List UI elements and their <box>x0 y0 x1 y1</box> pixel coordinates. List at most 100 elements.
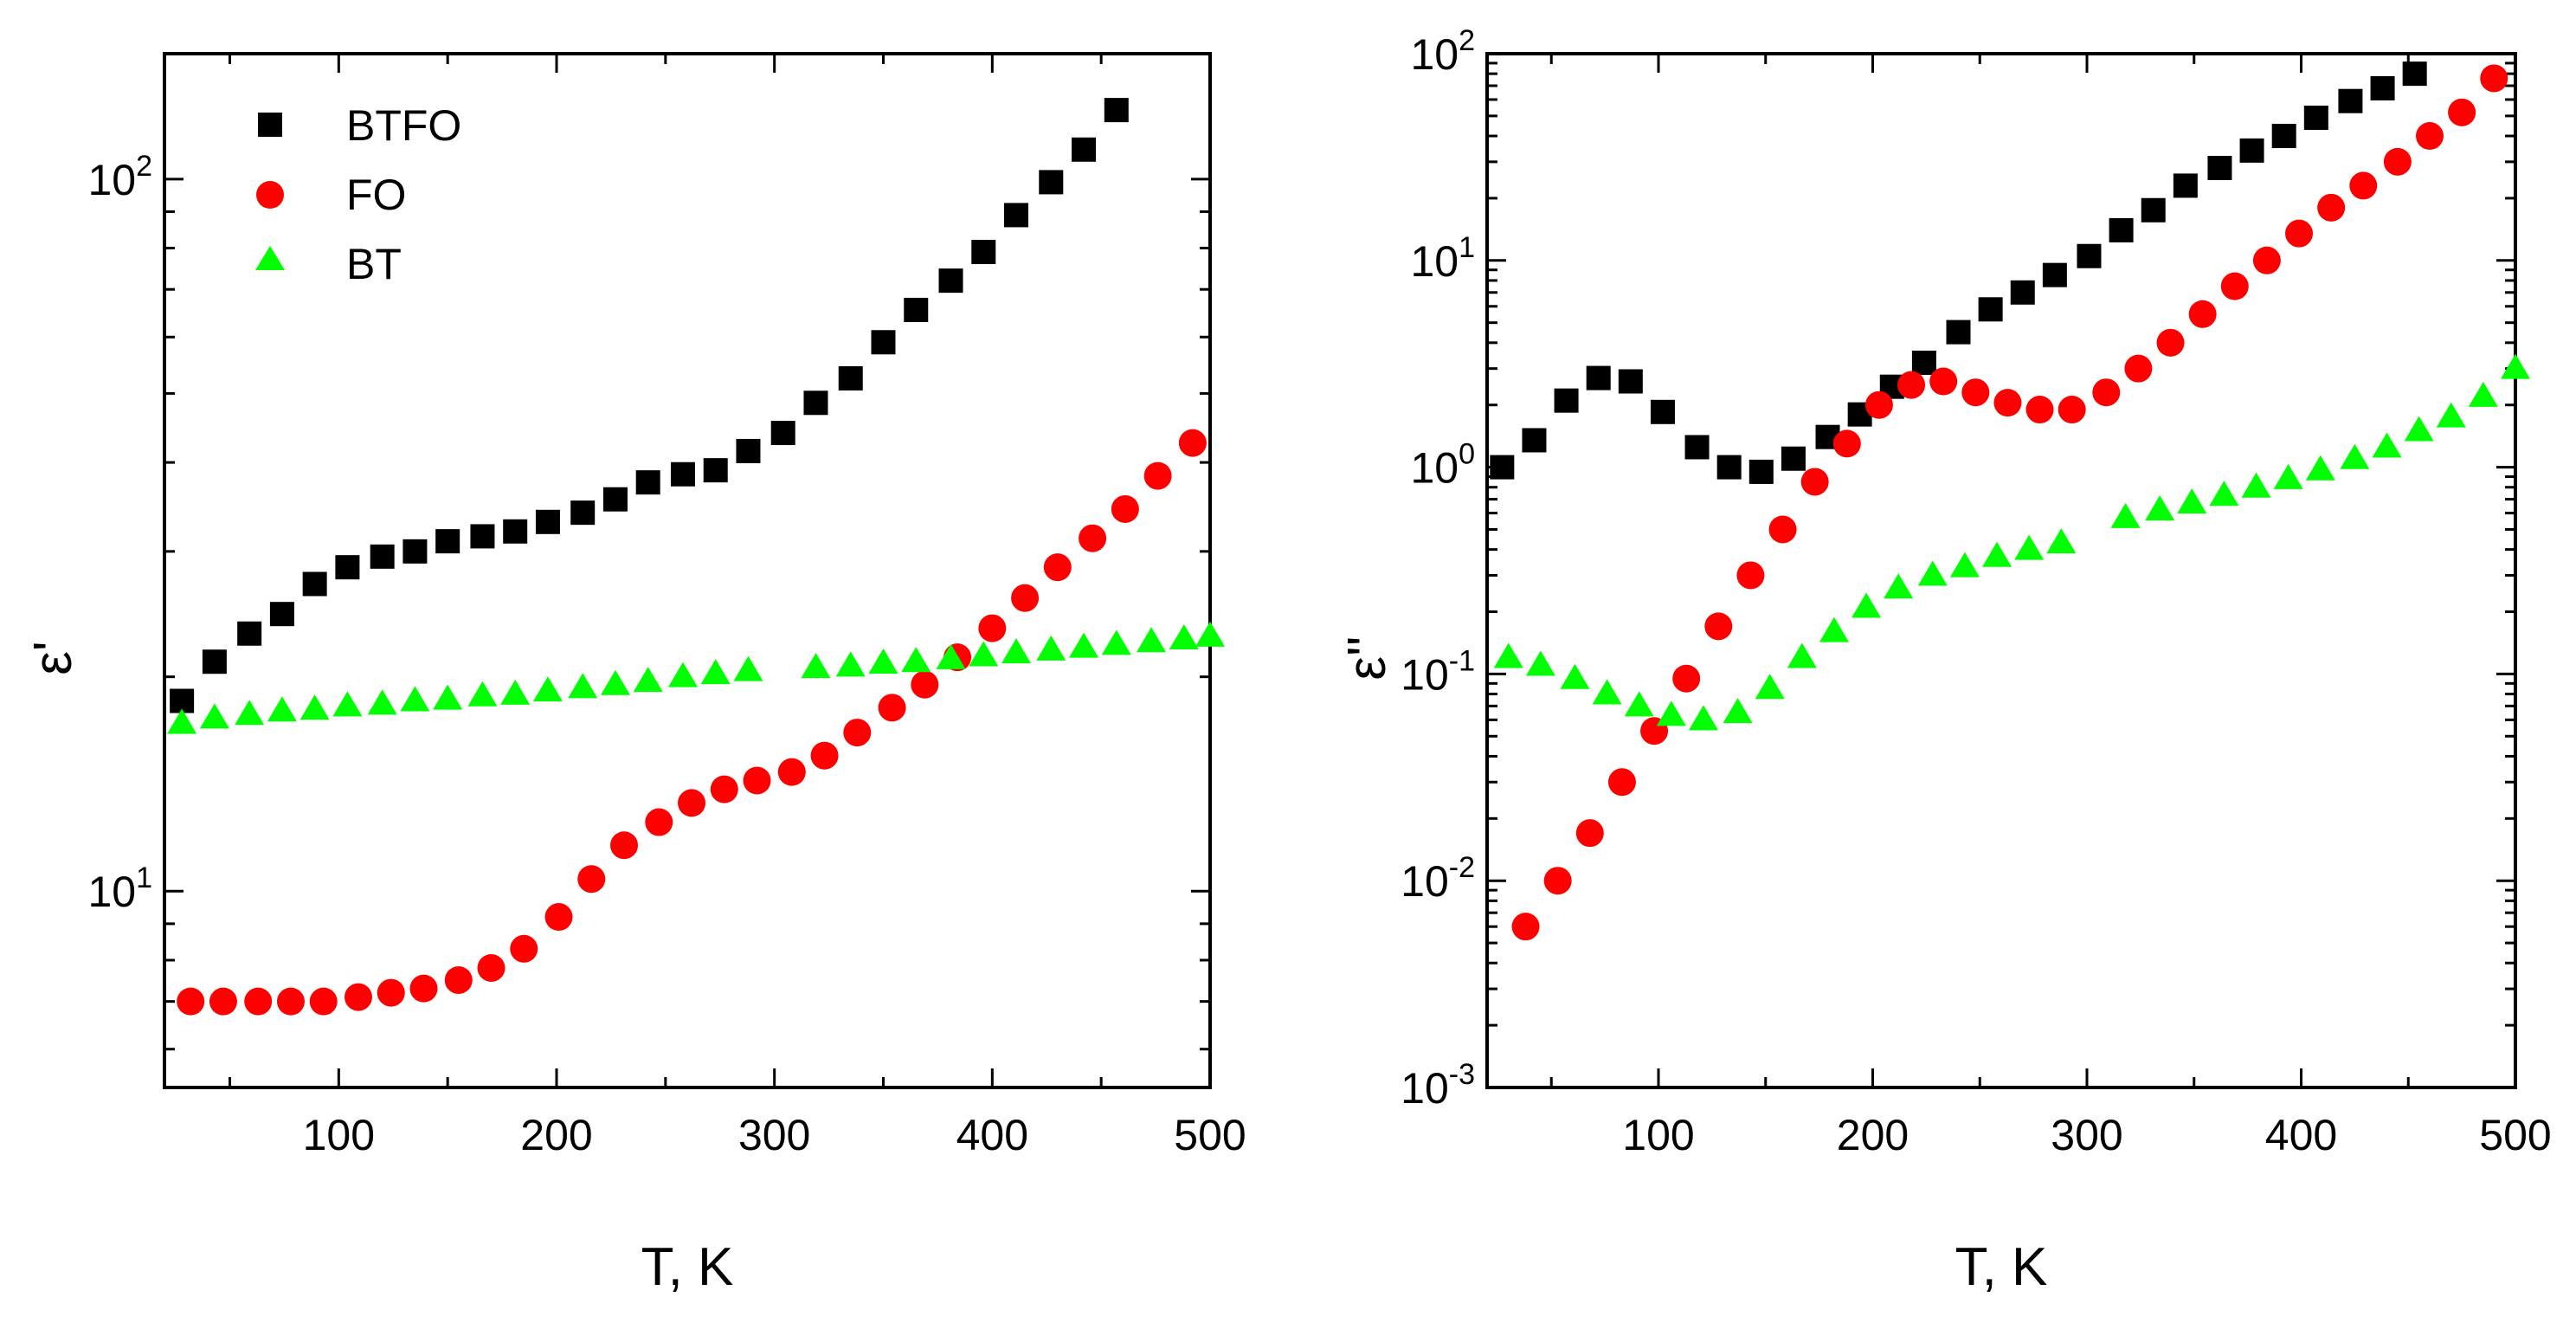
btfo-point <box>1946 319 1971 345</box>
fo-point <box>409 974 438 1003</box>
btfo-point <box>602 487 628 512</box>
fo-point <box>1672 664 1701 693</box>
fo-point <box>309 987 338 1016</box>
fo-point <box>1178 429 1207 457</box>
bt-point <box>1917 560 1948 586</box>
fo-point <box>777 758 806 786</box>
x-tick-label: 400 <box>2265 1111 2337 1159</box>
btfo-point <box>202 649 227 674</box>
x-tick-label: 400 <box>956 1111 1028 1159</box>
btfo-point <box>770 421 795 446</box>
x-axis-title: T, K <box>1955 1237 2048 1297</box>
bt-point <box>2468 381 2498 407</box>
fo-point <box>645 808 673 836</box>
fo-point <box>276 987 305 1016</box>
legend-label-fo: FO <box>346 171 406 219</box>
y-tick-label: 10-3 <box>1401 1058 1475 1113</box>
bt-point <box>1001 638 1032 664</box>
left-chart: 100 200 300 400 500 101 102 BTFO FO BT T, K ε' <box>23 52 1246 1297</box>
btfo-point <box>2010 280 2035 305</box>
bt-point <box>500 679 531 705</box>
btfo-point <box>2370 75 2395 100</box>
btfo-point <box>470 524 495 549</box>
fo-point <box>911 670 939 699</box>
bt-point <box>1949 552 1980 578</box>
fo-point <box>510 934 538 963</box>
fo-point <box>1011 584 1040 612</box>
bt-point <box>1101 629 1131 655</box>
btfo-point <box>2402 61 2427 87</box>
fo-point <box>1864 390 1893 419</box>
bt-point <box>2340 443 2370 469</box>
y-tick-label: 10-1 <box>1401 644 1475 699</box>
tick-label-group: 100 200 300 400 500 101 102 <box>87 150 1246 1159</box>
legend-marker-fo <box>256 181 284 209</box>
tick-group <box>164 54 1212 1087</box>
bt-point <box>1723 698 1753 724</box>
btfo-point <box>971 240 996 265</box>
bt-point <box>1819 616 1849 642</box>
btfo-point <box>237 621 262 646</box>
bt-point <box>733 655 763 681</box>
fo-point <box>843 719 872 747</box>
fo-point <box>2383 147 2412 176</box>
fo-point <box>344 983 372 1011</box>
x-tick-label: 500 <box>1174 1111 1246 1159</box>
bt-point <box>235 700 265 726</box>
fo-point <box>444 965 473 994</box>
fo-point <box>544 903 573 932</box>
btfo-point <box>1554 388 1579 413</box>
bt-point <box>835 651 866 677</box>
y-tick-label: 100 <box>1410 438 1475 493</box>
btfo-point <box>635 470 660 495</box>
data-point-group <box>167 98 1225 1016</box>
btfo-point <box>1911 350 1936 375</box>
tick-group <box>1487 52 2517 1089</box>
fo-point <box>1768 515 1797 544</box>
btfo-point <box>2271 124 2296 149</box>
btfo-point <box>838 365 863 390</box>
x-tick-label: 100 <box>303 1111 375 1159</box>
btfo-point <box>570 500 596 526</box>
bt-point <box>400 686 430 712</box>
bt-point <box>199 703 229 729</box>
btfo-point <box>1586 365 1611 390</box>
bt-point <box>1525 650 1555 676</box>
x-tick-label: 200 <box>520 1111 592 1159</box>
bt-point <box>1624 691 1654 717</box>
y-axis-title: ε'' <box>1337 636 1397 680</box>
bt-point <box>2273 463 2303 489</box>
fo-point <box>2252 246 2281 274</box>
btfo-point <box>938 268 963 294</box>
bt-point <box>532 676 563 702</box>
fo-point <box>1511 913 1540 941</box>
btfo-point <box>1781 446 1806 471</box>
btfo-point <box>1039 170 1064 195</box>
x-tick-label: 300 <box>738 1111 810 1159</box>
bt-point <box>901 647 931 673</box>
bt-point <box>936 643 966 669</box>
bt-point <box>1787 642 1817 668</box>
bt-point <box>1169 624 1199 650</box>
bt-point <box>700 659 731 685</box>
btfo-point <box>2207 156 2232 181</box>
legend-label-btfo: BTFO <box>346 101 461 150</box>
fo-point <box>2416 122 2444 151</box>
fo-point <box>2025 396 2054 424</box>
fo-point <box>810 741 839 770</box>
fo-point <box>1043 553 1072 582</box>
btfo-point <box>703 458 728 483</box>
btfo-point <box>1618 369 1643 394</box>
btfo-point <box>2141 197 2166 223</box>
y-tick-label: 101 <box>1410 231 1475 286</box>
btfo-point <box>2303 105 2328 130</box>
bt-point <box>1069 632 1099 658</box>
bt-point <box>2046 528 2077 554</box>
btfo-point <box>2338 88 2363 113</box>
bt-point <box>267 696 297 722</box>
bt-point <box>167 708 197 734</box>
fo-point <box>477 953 506 982</box>
bt-point <box>1560 663 1590 689</box>
bt-point <box>1137 627 1167 653</box>
